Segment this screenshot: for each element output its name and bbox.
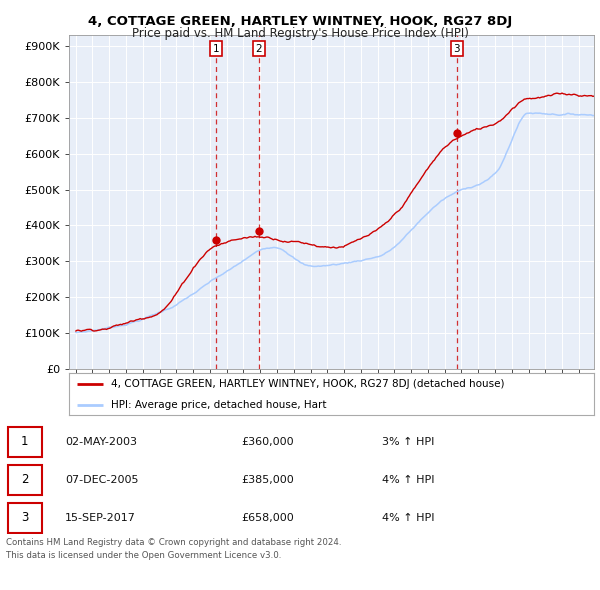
Text: 3: 3 — [454, 44, 460, 54]
Text: 1: 1 — [213, 44, 220, 54]
Text: 4% ↑ HPI: 4% ↑ HPI — [382, 513, 435, 523]
Text: 1: 1 — [21, 435, 29, 448]
Text: Price paid vs. HM Land Registry's House Price Index (HPI): Price paid vs. HM Land Registry's House … — [131, 27, 469, 40]
Text: Contains HM Land Registry data © Crown copyright and database right 2024.
This d: Contains HM Land Registry data © Crown c… — [6, 538, 341, 559]
FancyBboxPatch shape — [8, 465, 42, 495]
Text: 2: 2 — [256, 44, 262, 54]
Text: HPI: Average price, detached house, Hart: HPI: Average price, detached house, Hart — [111, 400, 326, 409]
Text: 07-DEC-2005: 07-DEC-2005 — [65, 475, 139, 485]
Text: £360,000: £360,000 — [241, 437, 294, 447]
Text: 3: 3 — [21, 512, 29, 525]
Text: 3% ↑ HPI: 3% ↑ HPI — [382, 437, 434, 447]
Text: 4, COTTAGE GREEN, HARTLEY WINTNEY, HOOK, RG27 8DJ: 4, COTTAGE GREEN, HARTLEY WINTNEY, HOOK,… — [88, 15, 512, 28]
Text: 2: 2 — [21, 473, 29, 486]
Text: 4% ↑ HPI: 4% ↑ HPI — [382, 475, 435, 485]
Text: 02-MAY-2003: 02-MAY-2003 — [65, 437, 137, 447]
Text: £658,000: £658,000 — [241, 513, 294, 523]
Text: 15-SEP-2017: 15-SEP-2017 — [65, 513, 136, 523]
Text: 4, COTTAGE GREEN, HARTLEY WINTNEY, HOOK, RG27 8DJ (detached house): 4, COTTAGE GREEN, HARTLEY WINTNEY, HOOK,… — [111, 379, 505, 389]
Text: £385,000: £385,000 — [241, 475, 294, 485]
FancyBboxPatch shape — [8, 427, 42, 457]
FancyBboxPatch shape — [8, 503, 42, 533]
